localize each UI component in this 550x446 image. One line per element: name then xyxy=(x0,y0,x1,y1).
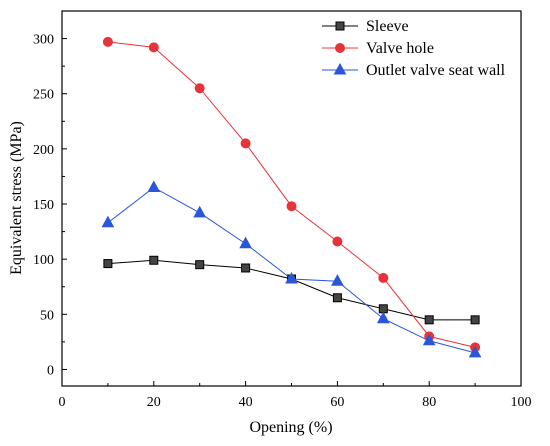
data-point-valve-hole xyxy=(378,272,389,283)
legend-marker-valve-hole xyxy=(335,43,345,53)
series-layer xyxy=(101,36,482,358)
x-axis: 0 20 40 60 80 100 xyxy=(59,381,532,410)
y-axis: 0 50 100 150 200 250 300 xyxy=(33,33,67,378)
data-point-sleeve xyxy=(195,260,205,270)
y-tick-label: 250 xyxy=(33,88,54,103)
x-axis-label: Opening (%) xyxy=(249,419,332,436)
data-point-outlet-valve-seat-wall xyxy=(422,333,436,346)
x-tick-label: 60 xyxy=(330,395,344,410)
legend-label-sleeve: Sleeve xyxy=(366,18,409,35)
legend-item-sleeve: Sleeve xyxy=(322,18,409,35)
data-point-outlet-valve-seat-wall xyxy=(101,215,115,228)
data-point-sleeve xyxy=(424,315,434,325)
series-line-valve-hole xyxy=(107,41,476,348)
x-tick-label: 80 xyxy=(422,395,436,410)
y-tick-label: 100 xyxy=(33,253,54,268)
y-tick-label: 300 xyxy=(33,33,54,48)
data-point-valve-hole xyxy=(286,201,297,212)
legend-marker-outlet-valve-seat-wall xyxy=(333,62,347,75)
series-valve-hole xyxy=(102,36,481,353)
x-tick-label: 20 xyxy=(147,395,161,410)
data-point-sleeve xyxy=(378,304,388,314)
data-point-outlet-valve-seat-wall xyxy=(376,311,390,324)
y-tick-label: 50 xyxy=(40,308,54,323)
data-point-valve-hole xyxy=(102,36,113,47)
y-axis-label: Equivalent stress (MPa) xyxy=(8,121,25,275)
series-line-sleeve xyxy=(107,259,476,321)
legend-marker-sleeve xyxy=(335,21,345,31)
y-tick-label: 0 xyxy=(47,363,54,378)
data-point-outlet-valve-seat-wall xyxy=(147,180,161,192)
series-line-outlet-valve-seat-wall xyxy=(107,186,476,354)
data-point-outlet-valve-seat-wall xyxy=(193,205,207,218)
y-tick-label: 200 xyxy=(33,143,54,158)
legend-label-outlet-valve-seat-wall: Outlet valve seat wall xyxy=(366,62,506,79)
data-point-outlet-valve-seat-wall xyxy=(239,236,252,249)
legend-item-outlet-valve-seat-wall: Outlet valve seat wall xyxy=(322,62,506,79)
data-point-sleeve xyxy=(332,293,342,303)
y-tick-label: 150 xyxy=(33,198,54,213)
legend-item-valve-hole: Valve hole xyxy=(322,40,434,57)
x-tick-label: 100 xyxy=(511,395,532,410)
x-tick-label: 0 xyxy=(59,395,66,410)
legend: Sleeve Valve hole Outlet valve seat wall xyxy=(322,18,506,79)
series-outlet-valve-seat-wall xyxy=(101,180,482,358)
data-point-outlet-valve-seat-wall xyxy=(285,271,298,284)
data-point-valve-hole xyxy=(194,83,205,94)
data-point-outlet-valve-seat-wall xyxy=(331,274,344,286)
data-point-sleeve xyxy=(103,259,113,269)
data-point-sleeve xyxy=(241,263,251,273)
data-point-valve-hole xyxy=(148,42,159,53)
series-sleeve xyxy=(103,255,480,325)
data-point-outlet-valve-seat-wall xyxy=(468,345,482,358)
legend-label-valve-hole: Valve hole xyxy=(366,40,434,57)
data-point-sleeve xyxy=(149,255,159,265)
x-tick-label: 40 xyxy=(239,395,253,410)
data-point-sleeve xyxy=(470,315,480,325)
data-point-valve-hole xyxy=(240,138,251,149)
data-point-valve-hole xyxy=(332,236,343,247)
